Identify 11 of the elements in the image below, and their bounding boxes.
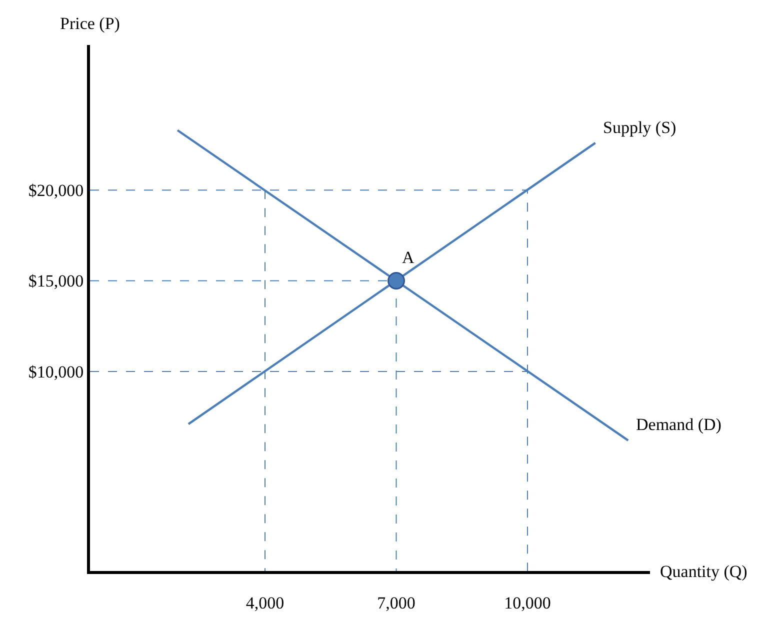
y-tick-label: $10,000	[28, 362, 84, 382]
y-tick-label: $15,000	[28, 272, 84, 291]
annotation: A	[402, 248, 415, 267]
x-tick-label: 4,000	[246, 593, 284, 612]
series-label: Demand (D)	[636, 415, 722, 434]
series-label: Supply (S)	[603, 118, 676, 137]
y-tick-label: $20,000	[28, 181, 84, 200]
x-tick-label: 7,000	[377, 593, 416, 612]
x-tick-label: 10,000	[504, 593, 551, 612]
x-axis-title: Quantity (Q)	[660, 562, 748, 581]
y-axis-title: Price (P)	[60, 14, 120, 33]
